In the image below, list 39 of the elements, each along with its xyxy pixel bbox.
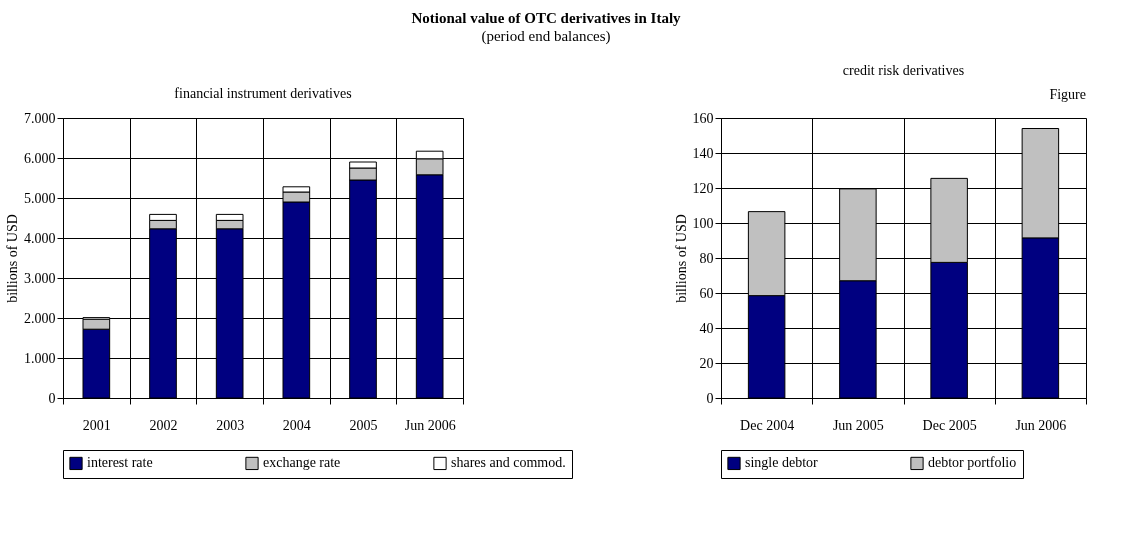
x-tick-label: Jun 2006 [404, 417, 456, 433]
x-tick-label: 2003 [216, 417, 245, 433]
text: Notional value of OTC derivatives in Italy [411, 9, 682, 26]
legend-label: debtor portfolio [928, 455, 1017, 471]
legend-label: interest rate [87, 455, 153, 471]
y-tick-label: 160 [692, 110, 714, 126]
y-tick-label: 6.000 [24, 150, 56, 166]
y-tick-label: 40 [699, 320, 714, 336]
y-tick-label: 4.000 [24, 230, 56, 246]
text: (period end balances) [481, 27, 611, 45]
y-tick-label: 140 [692, 145, 714, 161]
y-tick-label: 7.000 [24, 110, 56, 126]
y-tick-label: 0 [48, 390, 56, 406]
y-tick-label: 100 [692, 215, 714, 231]
chart-title: credit risk derivatives [842, 63, 965, 78]
legend-label: single debtor [745, 455, 819, 471]
x-tick-label: Dec 2005 [922, 417, 977, 433]
x-tick-label: Jun 2005 [832, 417, 884, 433]
y-tick-label: 120 [692, 180, 714, 196]
legend-label: shares and commod. [451, 455, 566, 471]
y-tick-label: 20 [699, 355, 714, 371]
chart-title: financial instrument derivatives [174, 86, 352, 101]
x-tick-label: 2002 [149, 417, 178, 433]
legend-label: exchange rate [263, 455, 341, 471]
text: Figure [1049, 87, 1086, 102]
x-tick-label: Jun 2006 [1015, 417, 1067, 433]
y-axis-title: billions of USD [673, 214, 689, 303]
y-tick-label: 0 [706, 390, 714, 406]
x-tick-label: 2005 [349, 417, 378, 433]
y-tick-label: 1.000 [24, 350, 56, 366]
y-tick-label: 60 [699, 285, 714, 301]
y-tick-label: 5.000 [24, 190, 56, 206]
y-tick-label: 3.000 [24, 270, 56, 286]
x-tick-label: 2004 [282, 417, 311, 433]
x-tick-label: 2001 [82, 417, 111, 433]
y-tick-label: 2.000 [24, 310, 56, 326]
y-axis-title: billions of USD [5, 214, 20, 303]
x-tick-label: Dec 2004 [740, 417, 795, 433]
y-tick-label: 80 [699, 250, 714, 266]
